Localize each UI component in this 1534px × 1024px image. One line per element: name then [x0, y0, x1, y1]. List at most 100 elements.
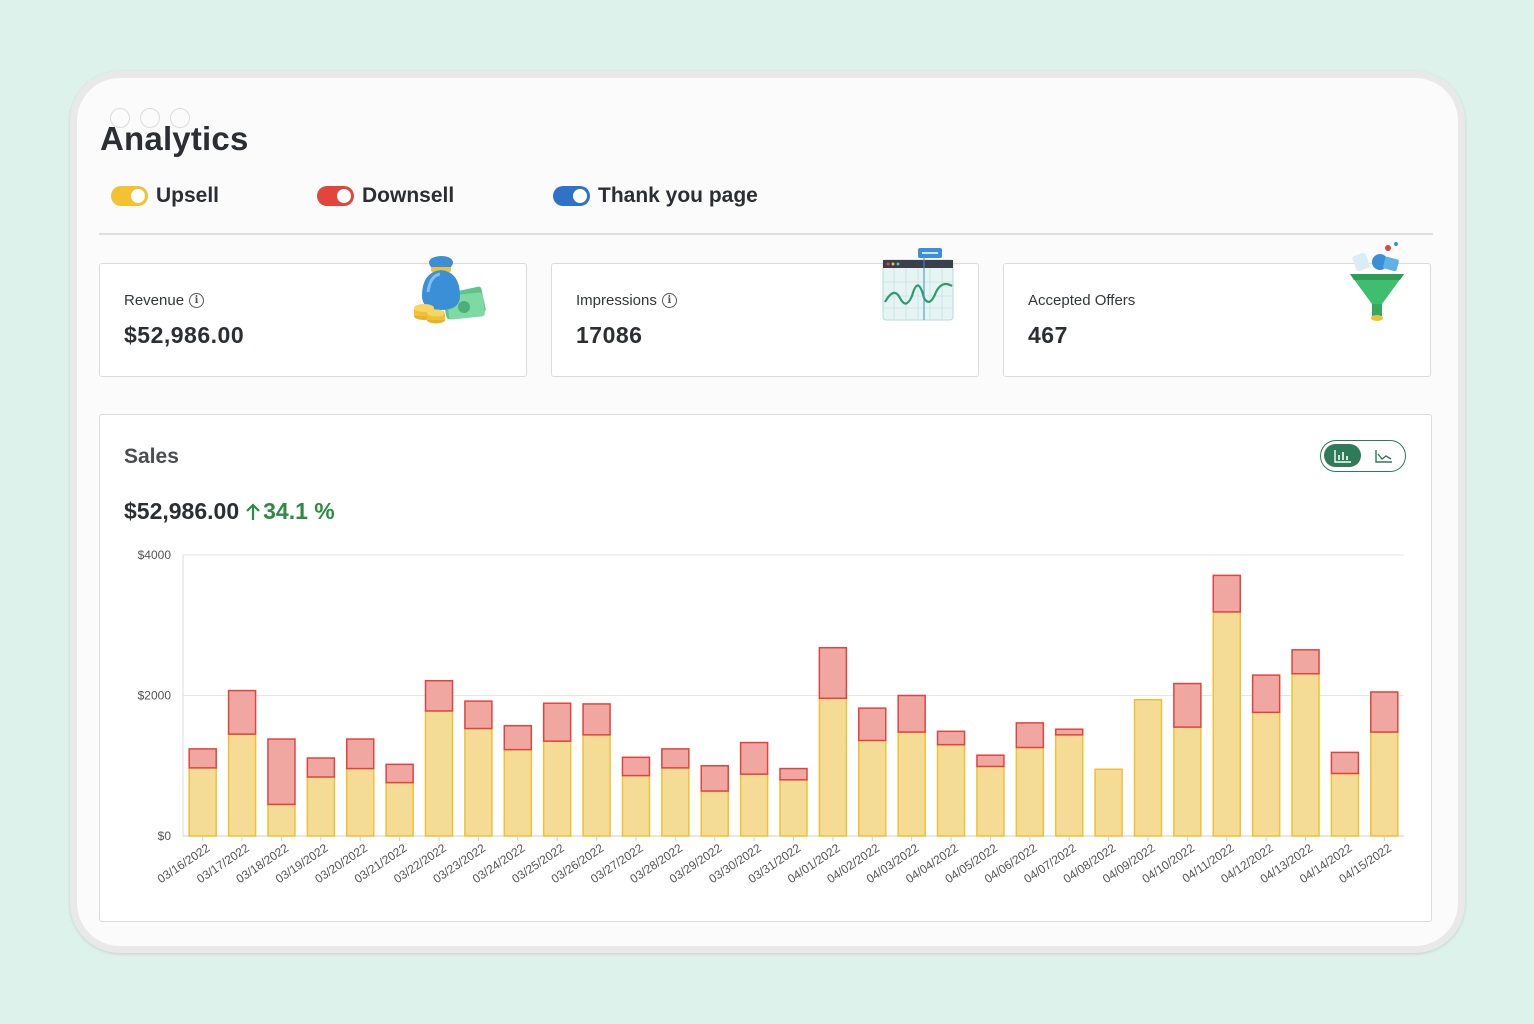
bar-upsell [779, 779, 808, 837]
thank-you-page-label: Thank you page [598, 184, 758, 207]
bar-upsell [1212, 611, 1242, 837]
bar-downsell [976, 754, 1005, 768]
downsell-label: Downsell [362, 184, 455, 207]
bar-upsell [661, 767, 690, 837]
impressions-label-row: Impressions i [576, 292, 677, 309]
y-tick-label: $0 [158, 829, 172, 843]
bar-upsell [858, 739, 887, 837]
bar-downsell [267, 738, 296, 806]
bar-downsell [1370, 691, 1399, 733]
bar-downsell [936, 730, 966, 746]
bar-downsell [818, 646, 848, 700]
toggle-thank-you-page[interactable]: Thank you page [553, 177, 758, 215]
arrow-up-icon [246, 502, 260, 520]
line-chart-icon [1375, 449, 1392, 463]
y-tick-label: $4000 [138, 548, 172, 562]
bar-upsell [345, 767, 375, 837]
bar-upsell [267, 803, 296, 837]
bar-upsell [424, 710, 454, 837]
bar-upsell [739, 773, 769, 837]
minimize-window-button[interactable] [140, 108, 160, 128]
sales-title: Sales [124, 445, 179, 468]
close-window-button[interactable] [110, 108, 130, 128]
bar-upsell [306, 776, 336, 837]
bar-upsell [936, 743, 966, 837]
bar-upsell [385, 781, 414, 837]
bar-upsell [1291, 672, 1320, 837]
bar-downsell [700, 765, 729, 792]
info-icon[interactable]: i [661, 293, 677, 308]
thank-you-page-switch[interactable] [553, 186, 590, 206]
bar-downsell [1015, 722, 1045, 749]
bar-upsell [542, 740, 572, 837]
bar-upsell [188, 767, 217, 837]
bar-downsell [306, 757, 336, 778]
bar-upsell [227, 733, 257, 837]
bar-upsell [1094, 768, 1123, 837]
info-icon[interactable]: i [189, 293, 205, 308]
maximize-window-button[interactable] [170, 108, 190, 128]
bar-downsell [1054, 728, 1084, 736]
revenue-card: Revenue i $52,986.00 [99, 256, 527, 377]
bar-downsell [227, 689, 257, 735]
bar-upsell [1330, 772, 1360, 837]
bar-downsell [1173, 682, 1202, 728]
revenue-label-row: Revenue i [124, 292, 205, 309]
bar-downsell [661, 748, 690, 769]
offer-type-toggles: Upsell Downsell Thank you page [105, 177, 1105, 215]
bar-downsell [582, 703, 611, 736]
bar-chart-icon [1333, 449, 1351, 463]
accepted-offers-label-row: Accepted Offers [1028, 292, 1135, 309]
bar-upsell [1015, 746, 1045, 837]
bar-upsell [582, 734, 611, 837]
money-bag-icon [414, 256, 486, 324]
bar-downsell [739, 741, 769, 775]
sales-card: Sales $52,986.00 34.1 % [99, 414, 1432, 922]
bar-upsell [1251, 711, 1281, 837]
bar-upsell [976, 765, 1005, 837]
bar-downsell [621, 756, 651, 777]
bar-upsell [818, 697, 848, 837]
bar-upsell [1173, 726, 1202, 837]
bar-downsell [1212, 574, 1242, 613]
bar-upsell [464, 727, 493, 837]
bar-upsell [621, 774, 651, 837]
bar-downsell [464, 700, 493, 730]
funnel-icon [1350, 242, 1404, 321]
bar-downsell [188, 748, 217, 769]
line-view-button[interactable] [1369, 444, 1399, 467]
upsell-label: Upsell [156, 184, 220, 207]
bar-view-button[interactable] [1324, 444, 1361, 467]
impressions-value: 17086 [576, 322, 643, 348]
bar-downsell [503, 724, 533, 751]
sales-summary: $52,986.00 34.1 % [124, 498, 335, 525]
page-title: Analytics [100, 120, 249, 157]
revenue-label: Revenue [124, 292, 185, 309]
bar-downsell [1251, 674, 1281, 714]
toggle-upsell[interactable]: Upsell [111, 177, 219, 215]
toggle-downsell[interactable]: Downsell [317, 177, 454, 215]
impressions-card: Impressions i 17086 [551, 248, 979, 377]
sales-delta-value: 34.1 % [263, 498, 335, 524]
chart-view-toggle [1320, 440, 1406, 472]
bar-downsell [424, 679, 454, 712]
sales-total: $52,986.00 [124, 498, 240, 524]
bar-downsell [779, 767, 808, 781]
bar-upsell [1054, 734, 1084, 837]
bar-upsell [1370, 731, 1399, 837]
bar-downsell [1291, 649, 1320, 675]
bar-downsell [385, 763, 414, 784]
analytics-window: Analytics Upsell Downsell Thank you page… [70, 71, 1465, 953]
bar-downsell [858, 707, 887, 742]
sales-bar-chart: $0$2000$400003/16/202203/17/202203/18/20… [138, 548, 1404, 886]
downsell-switch[interactable] [317, 186, 354, 206]
bar-downsell [897, 694, 926, 733]
bar-upsell [503, 748, 533, 837]
upsell-switch[interactable] [111, 186, 148, 206]
bar-upsell [700, 790, 729, 837]
accepted-offers-value: 467 [1028, 322, 1068, 348]
bar-downsell [542, 702, 572, 742]
bar-downsell [1330, 751, 1360, 775]
sales-delta: 34.1 % [245, 498, 335, 525]
header-divider [99, 233, 1433, 235]
